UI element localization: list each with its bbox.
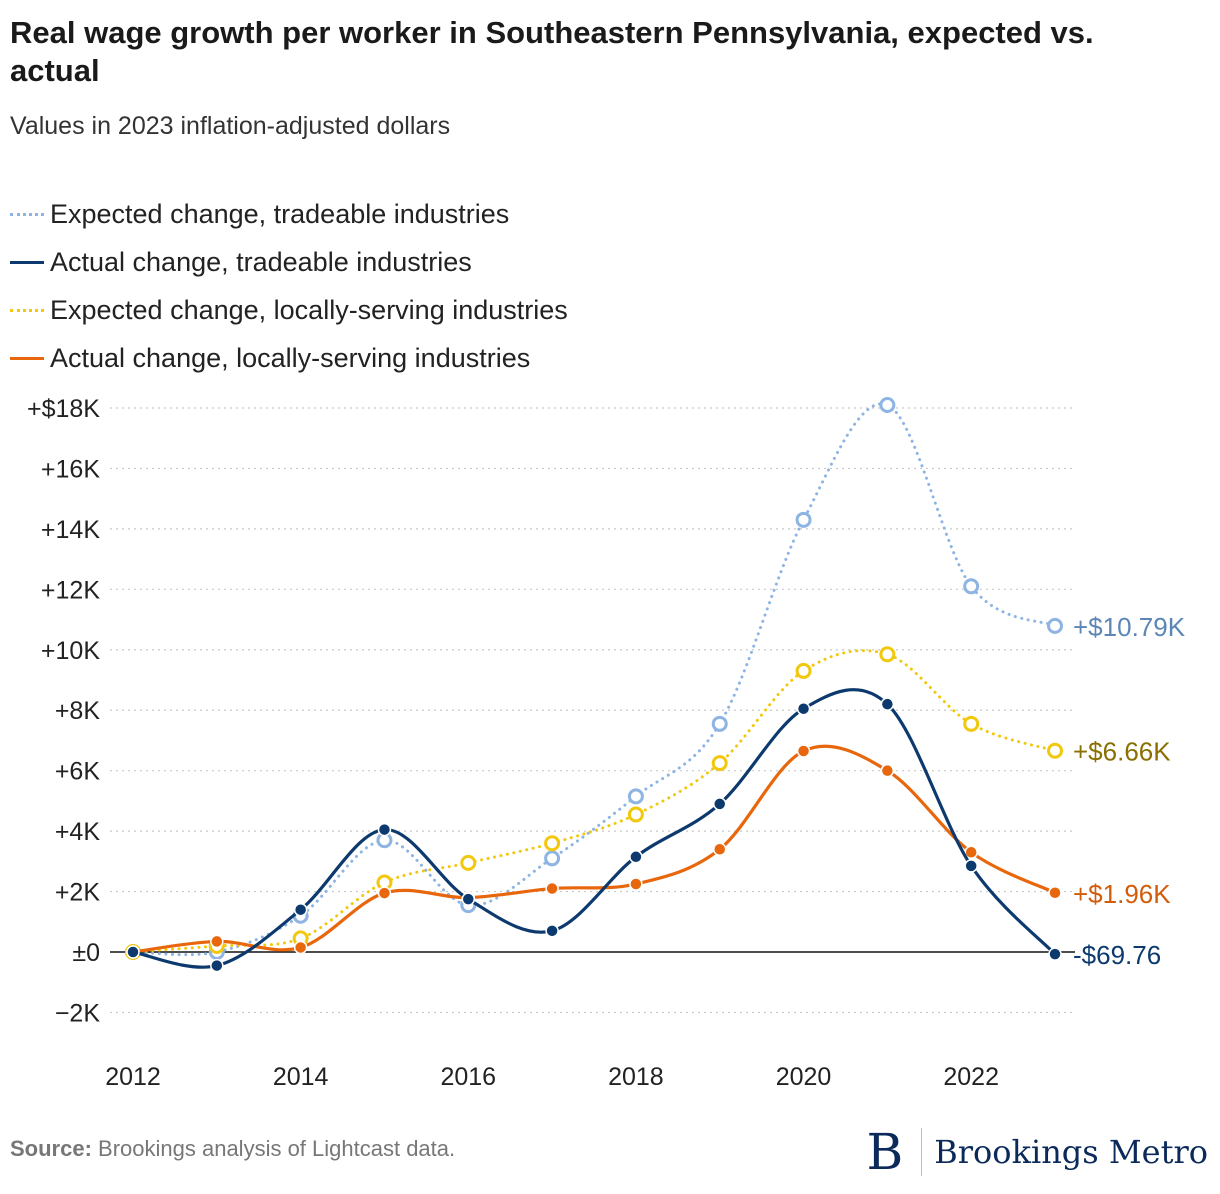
chart-legend: Expected change, tradeable industries Ac… xyxy=(10,190,568,382)
source-note: Source: Brookings analysis of Lightcast … xyxy=(10,1136,455,1162)
x-tick-label: 2014 xyxy=(273,1063,329,1091)
end-label: +$6.66K xyxy=(1073,737,1171,767)
grid xyxy=(110,407,1075,1014)
data-point xyxy=(712,797,727,811)
x-tick-label: 2016 xyxy=(440,1063,496,1091)
legend-swatch-expected-tradeable xyxy=(10,212,44,216)
y-tick-label: ±0 xyxy=(72,939,100,967)
y-tick-label: +14K xyxy=(41,516,100,544)
data-point xyxy=(460,854,477,871)
data-point xyxy=(377,886,392,900)
logo-mark: B xyxy=(866,1123,904,1181)
y-tick-label: +$18K xyxy=(27,395,100,423)
data-point xyxy=(963,715,980,732)
legend-label: Actual change, tradeable industries xyxy=(50,246,472,277)
series xyxy=(125,396,1063,973)
legend-label: Expected change, locally-serving industr… xyxy=(50,294,568,325)
y-tick-label: +16K xyxy=(41,455,100,483)
data-point xyxy=(461,892,476,906)
y-tick-label: +10K xyxy=(41,637,100,665)
data-point xyxy=(293,940,308,955)
source-text: Brookings analysis of Lightcast data. xyxy=(91,1136,456,1161)
data-point xyxy=(629,850,643,864)
legend-item-expected-tradeable: Expected change, tradeable industries xyxy=(10,190,568,238)
legend-label: Expected change, tradeable industries xyxy=(50,198,510,229)
data-point xyxy=(545,924,559,938)
data-point xyxy=(711,755,728,772)
data-point xyxy=(880,697,895,711)
legend-item-actual-local: Actual change, locally-serving industrie… xyxy=(10,334,568,382)
data-point xyxy=(964,845,978,860)
data-point xyxy=(712,842,727,856)
data-point xyxy=(796,701,811,716)
x-tick-label: 2022 xyxy=(943,1063,999,1091)
y-tick-label: −2K xyxy=(55,999,101,1027)
x-axis: 2012 2014 2016 2018 2020 2022 xyxy=(105,1063,999,1091)
data-point xyxy=(210,958,224,973)
chart-title: Real wage growth per worker in Southeast… xyxy=(10,15,1094,88)
legend-swatch-actual-tradeable xyxy=(10,260,44,264)
data-point xyxy=(796,744,811,758)
data-point xyxy=(126,945,140,959)
data-point xyxy=(544,835,561,852)
logo-text: Brookings Metro xyxy=(934,1133,1208,1171)
series-line xyxy=(131,402,1057,957)
data-point xyxy=(795,662,812,679)
data-point xyxy=(1047,742,1063,759)
end-label: +$10.79K xyxy=(1073,612,1186,642)
y-tick-label: +8K xyxy=(55,697,101,725)
data-point xyxy=(963,578,980,595)
data-point xyxy=(627,806,644,823)
series-line xyxy=(131,744,1057,954)
data-point xyxy=(964,859,978,873)
data-point xyxy=(377,822,392,837)
chart-subtitle: Values in 2023 inflation-adjusted dollar… xyxy=(10,112,451,140)
data-point xyxy=(629,877,643,891)
y-tick-label: +12K xyxy=(41,576,100,604)
legend-swatch-actual-local xyxy=(10,356,44,360)
data-point xyxy=(880,763,895,778)
y-axis: −2K ±0 +2K +4K +6K +8K +10K +12K +14K +16K +$18K xyxy=(27,395,100,1027)
data-point xyxy=(293,902,308,917)
series-3 xyxy=(126,744,1062,959)
data-point xyxy=(1047,617,1063,634)
data-point xyxy=(795,511,812,528)
y-tick-label: +2K xyxy=(55,879,101,907)
data-point xyxy=(544,850,561,867)
legend-label: Actual change, locally-serving industrie… xyxy=(50,342,531,373)
y-tick-label: +4K xyxy=(55,818,101,846)
x-tick-label: 2012 xyxy=(105,1063,161,1091)
end-labels: +$10.79K -$69.76 +$6.66K +$1.96K xyxy=(1073,612,1186,970)
data-point xyxy=(1048,886,1062,900)
data-point xyxy=(879,646,896,663)
series-1 xyxy=(126,688,1062,973)
series-line xyxy=(131,649,1057,954)
line-chart: −2K ±0 +2K +4K +6K +8K +10K +12K +14K +16K +$18K 2… xyxy=(27,395,1186,1091)
legend-item-actual-tradeable: Actual change, tradeable industries xyxy=(10,238,568,286)
y-tick-label: +6K xyxy=(55,758,101,786)
data-point xyxy=(545,881,559,896)
data-point xyxy=(210,934,224,949)
x-tick-label: 2020 xyxy=(776,1063,832,1091)
logo-divider xyxy=(921,1128,923,1176)
data-point xyxy=(711,715,728,732)
x-tick-label: 2018 xyxy=(608,1063,664,1091)
end-label: +$1.96K xyxy=(1073,879,1171,909)
data-point xyxy=(627,788,644,805)
legend-swatch-expected-local xyxy=(10,308,44,312)
brookings-logo: B Brookings Metro xyxy=(866,1124,1208,1180)
end-label: -$69.76 xyxy=(1073,940,1161,970)
legend-item-expected-local: Expected change, locally-serving industr… xyxy=(10,286,568,334)
data-point xyxy=(1048,947,1062,961)
source-label: Source: xyxy=(10,1136,92,1161)
data-point xyxy=(879,396,896,413)
